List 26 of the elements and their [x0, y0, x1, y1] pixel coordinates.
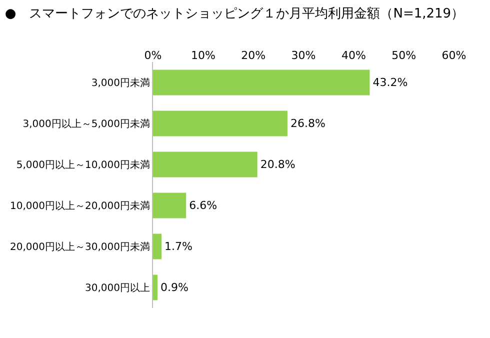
data-label: 26.8%: [290, 117, 326, 130]
x-tick-label: 20%: [241, 48, 266, 62]
x-tick-label: 40%: [341, 48, 366, 62]
bar: [153, 70, 370, 96]
bar: [153, 192, 186, 218]
x-tick-label: 50%: [392, 48, 416, 62]
bar: [153, 152, 258, 178]
data-label: 43.2%: [372, 76, 408, 89]
bar: [153, 274, 158, 300]
x-tick-label: 0%: [144, 48, 162, 62]
y-tick-label: 20,000円以上～30,000円未満: [10, 241, 150, 253]
y-tick-label: 5,000円以上～10,000円未満: [16, 159, 150, 171]
chart-title: ● スマートフォンでのネットショッピング１か月平均利用金額（N=1,219）: [4, 6, 464, 22]
y-tick-label: 30,000円以上: [85, 282, 150, 294]
bar: [153, 234, 162, 260]
data-label: 1.7%: [164, 240, 192, 253]
y-tick-label: 3,000円未満: [91, 77, 150, 89]
x-tick-label: 60%: [442, 48, 466, 62]
data-label: 20.8%: [260, 158, 296, 171]
bar: [153, 110, 288, 136]
data-label: 0.9%: [160, 281, 188, 294]
y-tick-label: 3,000円以上～5,000円未満: [22, 118, 150, 130]
data-label: 6.6%: [189, 199, 218, 212]
x-tick-label: 10%: [190, 48, 216, 62]
y-tick-label: 10,000円以上～20,000円未満: [10, 200, 150, 212]
x-tick-label: 30%: [291, 48, 316, 62]
